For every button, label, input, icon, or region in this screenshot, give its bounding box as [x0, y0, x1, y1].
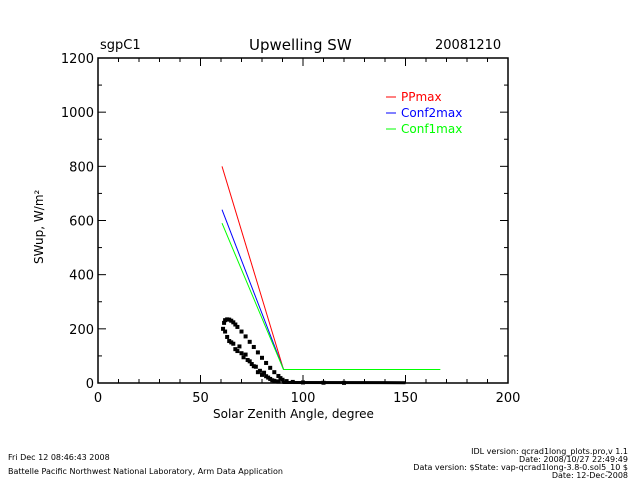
observation-point — [274, 379, 279, 384]
x-tick-label: 0 — [94, 391, 102, 406]
legend: PPmax Conf2max Conf1max — [386, 90, 462, 136]
date-label: 20081210 — [435, 38, 502, 53]
observation-point — [262, 370, 267, 375]
observation-point — [231, 320, 236, 325]
observation-point — [253, 364, 258, 369]
limit-lines — [221, 166, 441, 370]
y-tick-label: 400 — [69, 269, 94, 284]
observation-point — [241, 355, 246, 360]
observation-point — [222, 320, 227, 325]
x-tick-label: 50 — [192, 391, 209, 406]
y-tick-label: 800 — [69, 160, 94, 175]
observation-point — [223, 329, 228, 334]
observation-point — [227, 339, 232, 344]
footer-data-date: Date: 12-Dec-2008 — [551, 471, 628, 480]
observation-point — [221, 326, 226, 331]
observation-point — [276, 373, 281, 378]
observation-point — [255, 350, 260, 355]
footer-idl-date: Date: 2008/10/27 22:49:49 — [519, 455, 628, 464]
observation-point — [260, 355, 264, 360]
legend-label-ppmax: PPmax — [401, 90, 442, 104]
observation-point — [268, 365, 273, 370]
footer-data-version: Data version: $State: vap-qcrad1long-3.8… — [413, 463, 628, 472]
observation-point — [270, 378, 275, 383]
observation-point — [255, 370, 260, 375]
observation-point — [225, 317, 230, 322]
y-tick-label: 0 — [86, 377, 94, 392]
observation-point — [239, 329, 244, 334]
observation-point — [272, 370, 277, 375]
observation-point — [233, 347, 238, 352]
observation-point — [243, 352, 248, 357]
observation-point — [260, 372, 264, 377]
observation-point — [257, 368, 262, 373]
observation-point — [280, 377, 285, 382]
observation-point — [251, 344, 256, 349]
observation-point — [247, 359, 252, 364]
footer-organization: Battelle Pacific Northwest National Labo… — [8, 467, 283, 476]
observation-points — [221, 317, 406, 385]
observation-point — [235, 324, 240, 329]
x-axis-label: Solar Zenith Angle, degree — [213, 407, 374, 421]
observation-point — [223, 318, 228, 323]
y-axis-label: SWup, W/m² — [32, 189, 46, 264]
x-tick-label: 200 — [496, 391, 521, 406]
series-line-conf1max — [221, 223, 441, 370]
observation-point — [229, 318, 234, 323]
y-tick-label: 1000 — [61, 106, 94, 121]
observation-point — [245, 357, 250, 362]
x-tick-label: 100 — [291, 391, 316, 406]
observation-point — [276, 379, 281, 384]
observation-point — [264, 360, 269, 365]
series-line-ppmax — [221, 166, 285, 370]
observation-point — [237, 344, 242, 349]
observation-point — [227, 317, 232, 322]
footer-timestamp: Fri Dec 12 08:46:43 2008 — [8, 453, 110, 462]
legend-label-conf2max: Conf2max — [401, 106, 462, 120]
observation-point — [266, 375, 271, 380]
site-label: sgpC1 — [100, 38, 141, 53]
legend-label-conf1max: Conf1max — [401, 122, 462, 136]
observation-point — [239, 351, 244, 356]
observation-point — [272, 378, 277, 383]
observation-point — [268, 376, 273, 381]
footer-idl-version: IDL version: qcrad1long_plots.pro,v 1.1 — [471, 447, 628, 456]
observation-point — [231, 341, 236, 346]
y-tick-label: 600 — [69, 215, 94, 230]
chart-title: Upwelling SW — [249, 36, 352, 54]
observation-point — [251, 364, 256, 369]
y-tick-label: 1200 — [61, 52, 94, 67]
observation-point — [264, 374, 269, 379]
observation-point — [249, 362, 254, 367]
y-tick-label: 200 — [69, 323, 94, 338]
observation-point — [225, 334, 230, 339]
observation-point — [247, 339, 252, 344]
x-tick-label: 150 — [393, 391, 418, 406]
observation-point — [229, 340, 234, 345]
observation-point — [243, 334, 248, 339]
observation-point — [278, 376, 283, 381]
observation-point — [235, 349, 240, 354]
observation-point — [233, 322, 238, 327]
series-line-conf2max — [221, 209, 284, 370]
